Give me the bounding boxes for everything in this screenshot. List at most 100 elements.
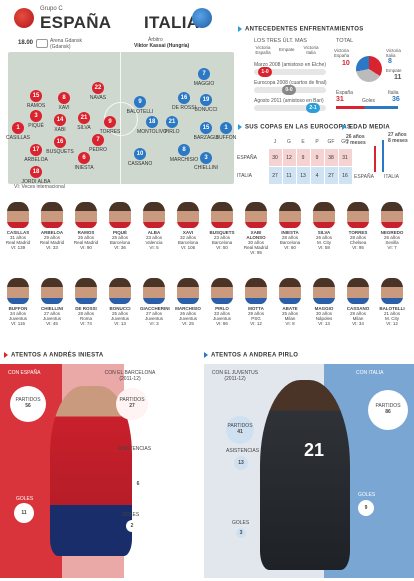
player-age: 30 años — [247, 240, 264, 245]
goals-spain: 31 — [336, 96, 344, 103]
spain-player-number: 7 — [92, 134, 104, 146]
player-age: 26 años — [315, 235, 332, 240]
player-vi: VI: 95 — [250, 250, 262, 255]
pirlo-shirt-number: 21 — [304, 440, 325, 460]
italy-player-name: MONTOLIVO — [137, 129, 167, 135]
spain-player-name: RAMOS — [26, 103, 46, 109]
italy-player-number: 18 — [146, 116, 158, 128]
player-age: 28 años — [349, 235, 366, 240]
player-name: MOTTA — [248, 306, 264, 311]
player-photo — [177, 278, 199, 304]
player-name: GIACCHERINI — [140, 306, 170, 311]
player-club: Juventus — [110, 316, 129, 321]
player-photo — [313, 202, 335, 228]
player-photo — [41, 202, 63, 228]
italy-player-number: 19 — [200, 94, 212, 106]
squad-player: ALBA 23 años Valencia VI: 5 — [140, 202, 168, 250]
player-photo — [313, 278, 335, 304]
player-age: 21 años — [383, 311, 400, 316]
player-photo — [41, 278, 63, 304]
player-name: ALBA — [147, 230, 161, 235]
player-name: BUSQUETS — [209, 230, 235, 235]
player-club: Sevilla — [385, 240, 399, 245]
age-italy: 27 años 8 meses — [388, 132, 408, 144]
stadium: Arena Gdansk (Gdansk) — [50, 38, 82, 50]
player-name: XABI ALONSO — [246, 230, 266, 240]
player-photo — [381, 202, 403, 228]
italy-player-name: PIRLO — [164, 129, 180, 135]
squad-player: BUFFON 34 años Juventus VI: 116 — [4, 278, 32, 326]
player-name: INIESTA — [281, 230, 299, 235]
player-name: CASSANO — [346, 306, 370, 311]
history-row-bar — [254, 105, 326, 111]
cups-title: SUS COPAS EN LAS EUROCOPAS — [238, 124, 351, 131]
spain-player-number: 21 — [78, 112, 90, 124]
player-club: Real Madrid — [39, 240, 65, 245]
squad-player: NEGREDO 26 años Sevilla VI: 7 — [378, 202, 406, 250]
iniesta-title: ATENTOS A ANDRÉS INIESTA — [4, 352, 104, 359]
squad-player: ABATE 25 años Milan VI: 8 — [276, 278, 304, 326]
player-age: 29 años — [349, 311, 366, 316]
player-name: DE ROSSI — [75, 306, 97, 311]
player-name: ARBELOA — [40, 230, 64, 235]
match-header: Grupo C ESPAÑA ITALIA — [0, 0, 414, 40]
player-photo — [143, 202, 165, 228]
age-label-italy: ITALIA — [384, 174, 399, 180]
player-age: 33 años — [213, 311, 230, 316]
italy-player-number: 7 — [198, 68, 210, 80]
pirlo-with-italy: CON ITALIA — [356, 370, 384, 376]
squad-player: CASILLAS 31 años Real Madrid VI: 139 — [4, 202, 32, 250]
age-spain: 26 años 7 meses — [346, 134, 366, 146]
spain-player-number: 17 — [30, 144, 42, 156]
cups-cell: 30 — [267, 148, 283, 167]
cups-header-cell: E — [301, 139, 305, 145]
player-club: Barcelona — [177, 240, 199, 245]
player-name: CHIELLINI — [41, 306, 63, 311]
player-age: 25 años — [111, 311, 128, 316]
squad-player: PIQUÉ 25 años Barcelona VI: 36 — [106, 202, 134, 250]
iniesta-figure — [50, 386, 132, 556]
group-label: Grupo C — [40, 6, 63, 12]
italy-player-name: MARCHISIO — [169, 157, 199, 163]
italy-player-name: CASSANO — [127, 161, 153, 167]
cups-header-cell: GF — [327, 139, 335, 145]
cups-cell: 12 — [281, 148, 297, 167]
history-title: ANTECEDENTES ENFRENTAMIENTOS — [238, 26, 364, 33]
player-club: Chelsea — [349, 240, 367, 245]
pirlo-title: ATENTOS A ANDREA PIRLO — [204, 352, 298, 359]
team-italy: ITALIA — [144, 13, 200, 32]
player-age: 29 años — [247, 311, 264, 316]
player-vi: VI: 139 — [10, 245, 26, 250]
spain-player-name: CASILLAS — [6, 135, 30, 141]
player-vi: VI: 106 — [180, 245, 196, 250]
player-photo — [347, 278, 369, 304]
italy-player-name: BONUCCI — [194, 107, 218, 113]
squad-player: BONUCCI 25 años Juventus VI: 13 — [106, 278, 134, 326]
spain-player-number: 18 — [30, 166, 42, 178]
player-photo — [75, 202, 97, 228]
spain-squad: CASILLAS 31 años Real Madrid VI: 139 ARBELOA… — [0, 200, 414, 272]
iniesta-asistencias-label: ASISTENCIAS — [118, 446, 152, 452]
history-pie — [356, 56, 382, 82]
squad-player: PIRLO 33 años Juventus VI: 86 — [208, 278, 236, 326]
referee-label: Árbitro — [148, 37, 163, 43]
squad-player: TORRES 28 años Chelsea VI: 95 — [344, 202, 372, 250]
italy-player-number: 8 — [178, 144, 190, 156]
spain-player-number: 16 — [54, 136, 66, 148]
iniesta-asistencias: 6 — [132, 478, 144, 490]
italy-player-number: 21 — [166, 116, 178, 128]
squad-player: MAGGIO 30 años Nápoles VI: 13 — [310, 278, 338, 326]
spain-player-name: INIESTA — [74, 165, 94, 171]
player-age: 30 años — [315, 311, 332, 316]
iniesta-with-spain: CON ESPAÑA — [8, 370, 41, 376]
player-club: M. City — [385, 316, 399, 321]
pirlo-goles-club: 3 — [236, 528, 246, 538]
cups-cell: 31 — [337, 148, 353, 167]
stadium-icon — [36, 39, 48, 48]
history-row-score: 1-0 — [258, 67, 272, 77]
player-photo — [109, 278, 131, 304]
spain-player-name: BUSQUETS — [46, 149, 74, 155]
player-vi: VI: 33 — [46, 245, 58, 250]
player-age: 29 años — [43, 235, 60, 240]
player-age: 28 años — [281, 235, 298, 240]
